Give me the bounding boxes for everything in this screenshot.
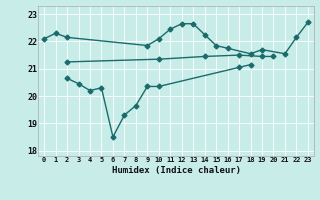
X-axis label: Humidex (Indice chaleur): Humidex (Indice chaleur) <box>111 166 241 175</box>
